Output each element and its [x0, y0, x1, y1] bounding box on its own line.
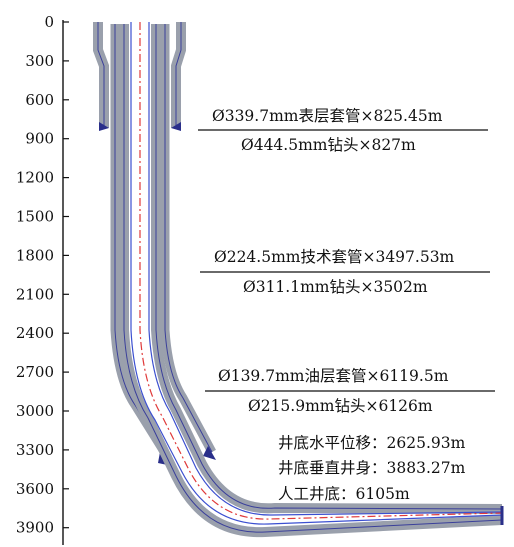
- production-casing-label: Ø139.7mm油层套管×6119.5m: [218, 367, 449, 385]
- depth-axis: 0 300 600 900 1200 1500 1800 2100 2400 2700 3000 33…: [16, 13, 69, 545]
- depth-tick-label: 3300: [16, 441, 54, 459]
- horizontal-displacement-text: 井底水平位移：2625.93m: [278, 434, 466, 452]
- annotations: Ø339.7mm表层套管×825.45m Ø444.5mm钻头×827m Ø22…: [198, 107, 495, 503]
- surface-casing-right-wall: [176, 22, 181, 128]
- intermediate-casing-label: Ø224.5mm技术套管×3497.53m: [214, 248, 455, 266]
- vertical-depth-text: 井底垂直井身：3883.27m: [278, 459, 466, 477]
- depth-tick-label: 2700: [16, 363, 54, 381]
- depth-tick-label: 3900: [16, 519, 54, 537]
- intermediate-bit-label: Ø311.1mm钻头×3502m: [243, 278, 428, 296]
- depth-tick-label: 300: [25, 52, 54, 70]
- surface-bit-label: Ø444.5mm钻头×827m: [241, 136, 416, 154]
- surface-casing-left-wall: [98, 22, 104, 128]
- depth-tick-label: 2100: [16, 285, 54, 303]
- depth-tick-label: 1200: [16, 169, 54, 187]
- depth-ticks: 0 300 600 900 1200 1500 1800 2100 2400 2700 3000 33…: [16, 13, 69, 537]
- depth-tick-label: 2400: [16, 324, 54, 342]
- depth-tick-label: 3600: [16, 480, 54, 498]
- depth-tick-label: 600: [25, 91, 54, 109]
- artificial-bottom-text: 人工井底：6105m: [278, 485, 410, 503]
- depth-tick-label: 3000: [16, 402, 54, 420]
- depth-tick-label: 900: [25, 130, 54, 148]
- surface-casing-label: Ø339.7mm表层套管×825.45m: [212, 107, 443, 125]
- depth-tick-label: 0: [44, 13, 54, 31]
- depth-tick-label: 1800: [16, 246, 54, 264]
- production-bit-label: Ø215.9mm钻头×6126m: [248, 397, 433, 415]
- depth-tick-label: 1500: [16, 208, 54, 226]
